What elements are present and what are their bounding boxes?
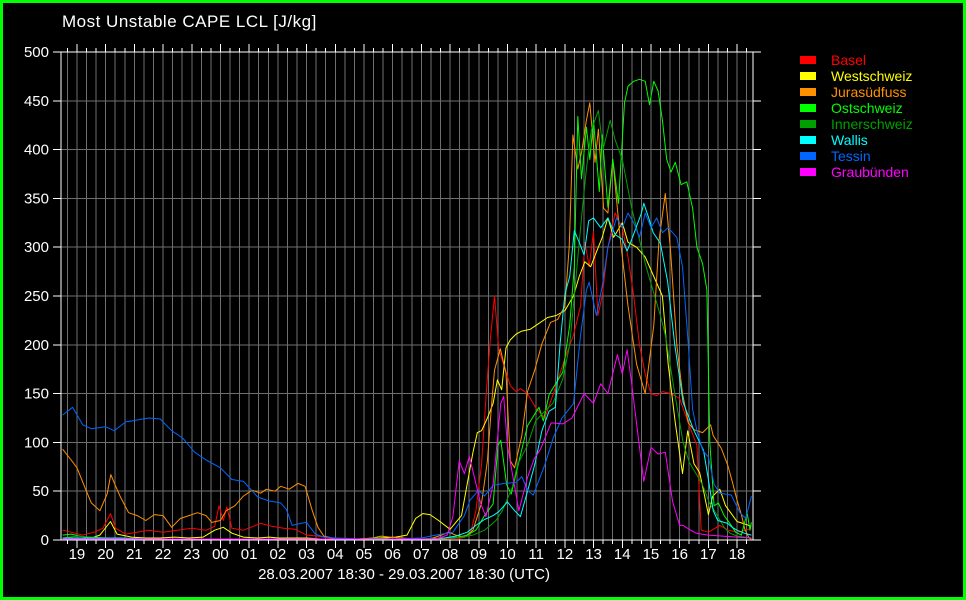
x-tick-label: 12 [557,546,574,563]
legend-label: Graubünden [831,164,909,180]
legend-item-wallis: Wallis [800,132,913,148]
x-tick-label: 16 [671,546,688,563]
y-tick-label: 200 [24,337,49,354]
legend-label: Ostschweiz [831,100,903,116]
legend-label: Jurasüdfuss [831,84,907,100]
series-line-jurasüdfuss [62,102,752,540]
legend-item-jurasüdfuss: Jurasüdfuss [800,84,913,100]
legend-label: Tessin [831,148,871,164]
time-range-caption: 28.03.2007 18:30 - 29.03.2007 18:30 (UTC… [258,566,550,583]
y-tick-label: 50 [32,483,49,500]
x-tick-label: 14 [614,546,631,563]
legend-item-ostschweiz: Ostschweiz [800,100,913,116]
y-tick-label: 400 [24,142,49,159]
legend-swatch [800,56,816,64]
x-tick-label: 15 [643,546,660,563]
series-line-innerschweiz [62,110,752,540]
x-tick-label: 07 [413,546,430,563]
x-tick-label: 09 [470,546,487,563]
x-tick-label: 23 [183,546,200,563]
y-tick-label: 100 [24,434,49,451]
chart-title: Most Unstable CAPE LCL [J/kg] [62,12,317,31]
legend-item-tessin: Tessin [800,148,913,164]
legend-swatch [800,120,816,128]
x-tick-label: 00 [212,546,229,563]
legend-item-basel: Basel [800,52,913,68]
x-tick-label: 01 [241,546,258,563]
legend-swatch [800,168,816,176]
x-tick-label: 18 [729,546,746,563]
y-tick-label: 150 [24,386,49,403]
y-tick-label: 500 [24,44,49,61]
x-tick-label: 21 [126,546,143,563]
y-tick-label: 350 [24,190,49,207]
legend-item-westschweiz: Westschweiz [800,68,913,84]
x-tick-label: 06 [384,546,401,563]
x-tick-label: 20 [97,546,114,563]
x-tick-label: 17 [700,546,717,563]
legend-swatch [800,88,816,96]
y-tick-label: 0 [41,532,49,549]
series-line-westschweiz [62,217,752,540]
series-line-basel [62,212,752,540]
legend-item-innerschweiz: Innerschweiz [800,116,913,132]
x-tick-label: 11 [528,546,544,563]
legend-swatch [800,104,816,112]
x-tick-label: 19 [69,546,86,563]
y-tick-label: 250 [24,288,49,305]
legend-swatch [800,72,816,80]
legend-label: Innerschweiz [831,116,913,132]
x-tick-label: 05 [356,546,373,563]
legend-swatch [800,152,816,160]
legend-label: Wallis [831,132,868,148]
x-tick-label: 08 [442,546,459,563]
x-tick-label: 10 [499,546,516,563]
x-tick-label: 03 [298,546,315,563]
x-tick-label: 02 [270,546,287,563]
axes [53,44,761,548]
series-line-tessin [62,212,752,540]
series-line-graubünden [62,349,752,540]
legend-label: Basel [831,52,867,68]
gridlines [61,52,753,540]
x-tick-label: 22 [155,546,172,563]
x-tick-label: 04 [327,546,344,563]
chart-legend: Basel Westschweiz Jurasüdfuss Ostschweiz Inn… [800,52,913,180]
x-tick-label: 13 [585,546,602,563]
legend-swatch [800,136,816,144]
y-tick-label: 300 [24,239,49,256]
series-lines [62,78,752,540]
legend-item-graubünden: Graubünden [800,164,913,180]
y-tick-label: 450 [24,93,49,110]
series-line-ostschweiz [62,78,752,540]
legend-label: Westschweiz [831,68,913,84]
